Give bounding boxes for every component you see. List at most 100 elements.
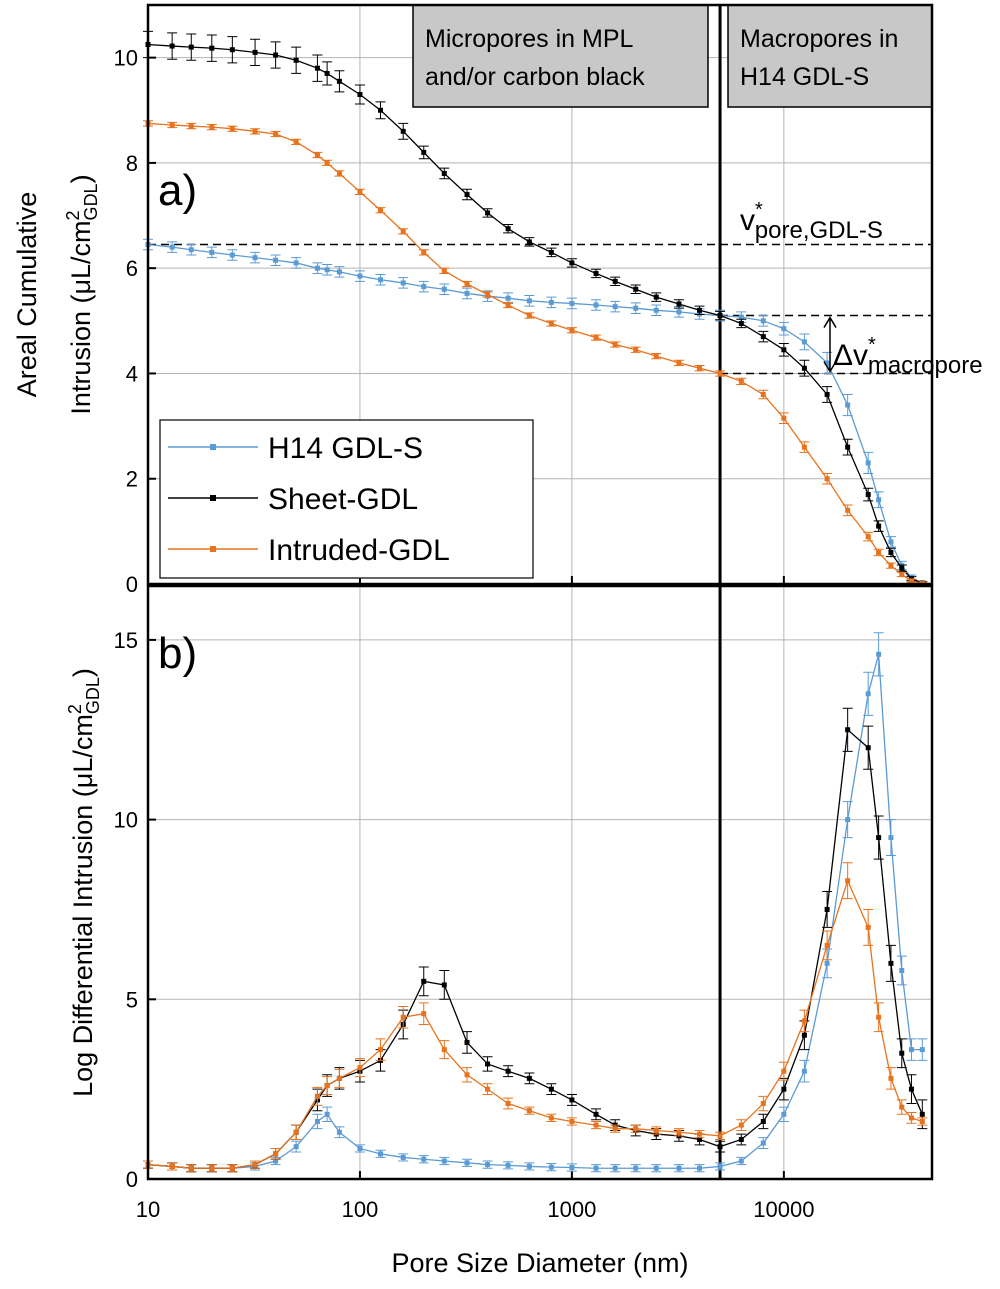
annotation-sub: macropore [868,352,983,379]
marker [899,1050,905,1056]
marker [653,1165,659,1171]
marker [888,960,894,966]
marker [421,149,427,155]
marker [252,128,258,134]
y-tick-label: 0 [126,572,138,597]
marker [908,578,914,584]
marker [357,273,363,279]
y-axis-label-sup: 2 [65,704,85,714]
y-axis-label: Areal Cumulative [12,192,42,398]
marker [400,128,406,134]
marker [169,1163,175,1169]
marker [676,309,682,315]
marker [781,326,787,332]
marker [548,1164,554,1170]
marker [676,301,682,307]
marker [169,43,175,49]
marker [464,1160,470,1166]
marker [845,878,851,884]
marker [676,360,682,366]
marker [548,1115,554,1121]
marker [824,360,830,366]
marker [908,1115,914,1121]
region-label: and/or carbon black [425,63,645,91]
marker [324,267,330,273]
marker [760,334,766,340]
y-axis-label-text: Intrusion (μL/cm [66,220,96,414]
marker [824,942,830,948]
marker [633,347,639,353]
marker [593,1165,599,1171]
marker [899,565,905,571]
marker [781,1068,787,1074]
marker [526,298,532,304]
panel: 0 2 4 6 8 10 Micropores in MPL and/or carbon bl… [12,3,983,597]
marker [252,49,258,55]
marker [593,270,599,276]
marker [593,1122,599,1128]
marker [526,313,532,319]
marker [612,304,618,310]
marker [717,313,723,319]
marker [314,152,320,158]
marker [801,444,807,450]
marker [569,327,575,333]
marker [400,1154,406,1160]
marker [824,392,830,398]
marker [738,1136,744,1142]
marker [324,1083,330,1089]
marker [252,1162,258,1168]
marker [593,335,599,341]
marker [273,257,279,263]
marker [485,1162,491,1168]
marker [738,314,744,320]
marker [357,1145,363,1151]
marker [357,189,363,195]
marker [441,268,447,274]
marker [845,402,851,408]
marker [865,460,871,466]
marker [569,1118,575,1124]
panel: 0 5 10 15 10 100 1000 10000 b) Log Differential I… [65,584,934,1278]
marker [899,1104,905,1110]
marker [801,1068,807,1074]
marker [421,284,427,290]
marker [612,1165,618,1171]
panel-label: a) [158,166,197,215]
marker [899,572,905,578]
marker [293,260,299,266]
marker [505,302,511,308]
region-label: Macropores in [740,25,898,53]
marker [273,1158,279,1164]
marker [801,1018,807,1024]
annotation: v* pore,GDL-S [740,199,883,244]
marker [888,539,894,545]
marker [876,497,882,503]
marker [888,1075,894,1081]
marker [505,1162,511,1168]
plot-frame [146,3,934,586]
marker [845,507,851,513]
marker [781,415,787,421]
marker [314,1093,320,1099]
marker [229,252,235,258]
marker [485,292,491,297]
legend-label: Sheet-GDL [268,483,418,516]
marker [209,124,215,130]
arrow [823,316,837,373]
marker [717,1163,723,1169]
marker [441,1047,447,1053]
marker [485,210,491,216]
marker [824,476,830,482]
marker [377,107,383,113]
marker [612,1126,618,1132]
marker [400,228,406,234]
marker [293,139,299,145]
marker [876,523,882,529]
marker [876,835,882,841]
marker [169,244,175,250]
marker [908,1086,914,1092]
marker [919,1118,925,1124]
marker [865,745,871,751]
x-tick-label: 100 [342,1197,379,1222]
